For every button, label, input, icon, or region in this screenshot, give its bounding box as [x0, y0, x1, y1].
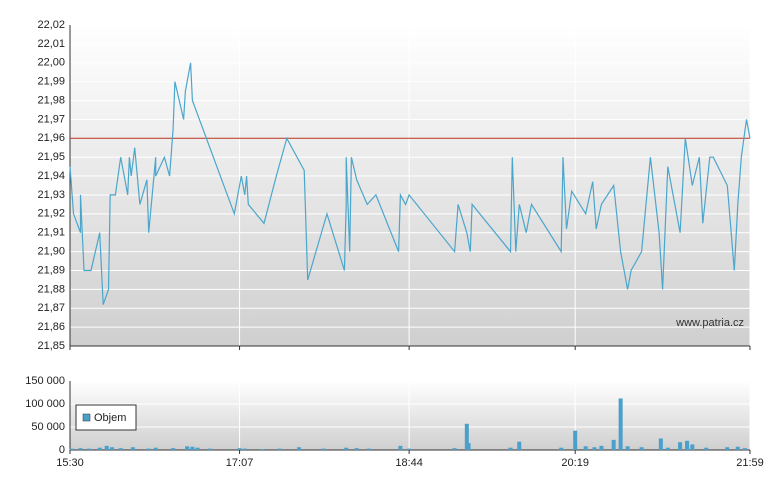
volume-bar	[118, 448, 123, 450]
y-tick-label: 21,92	[37, 208, 65, 220]
volume-bar	[573, 430, 578, 450]
x-tick-label: 18:44	[395, 457, 423, 469]
volume-bar	[78, 448, 83, 450]
volume-bar	[242, 448, 247, 450]
volume-bar	[87, 448, 92, 450]
volume-bar	[366, 448, 371, 450]
y-tick-label: 100 000	[25, 398, 65, 410]
volume-bar	[104, 445, 109, 450]
y-tick-label: 21,86	[37, 321, 65, 333]
y-tick-label: 21,99	[37, 76, 65, 88]
volume-bar	[296, 447, 301, 450]
volume-bar	[344, 447, 349, 450]
volume-bar	[153, 447, 158, 450]
volume-bar	[658, 438, 663, 450]
volume-bar	[690, 444, 695, 450]
volume-bar	[109, 447, 114, 450]
volume-bar	[207, 448, 212, 450]
y-tick-label: 22,02	[37, 19, 65, 31]
x-tick-label: 15:30	[56, 457, 84, 469]
y-tick-label: 21,91	[37, 227, 65, 239]
volume-bar	[452, 448, 457, 450]
volume-bar	[171, 448, 176, 450]
y-tick-label: 21,97	[37, 113, 65, 125]
y-tick-label: 21,87	[37, 302, 65, 314]
x-tick-label: 21:59	[736, 457, 764, 469]
y-tick-label: 21,96	[37, 132, 65, 144]
volume-bar	[130, 447, 135, 450]
x-tick-label: 17:07	[226, 457, 254, 469]
volume-bar	[69, 448, 74, 450]
volume-bar	[592, 447, 597, 450]
y-tick-label: 150 000	[25, 375, 65, 387]
volume-bar	[665, 447, 670, 450]
y-tick-label: 50 000	[31, 421, 65, 433]
watermark: www.patria.cz	[675, 317, 744, 329]
volume-bar	[725, 447, 730, 450]
y-tick-label: 21,98	[37, 94, 65, 106]
x-tick-label: 20:19	[561, 457, 589, 469]
volume-bar	[625, 446, 630, 450]
volume-bar	[321, 448, 326, 450]
volume-bar	[517, 441, 522, 450]
y-tick-label: 21,93	[37, 189, 65, 201]
volume-bar	[97, 447, 102, 450]
volume-bar	[742, 448, 747, 450]
volume-bar	[260, 449, 265, 450]
legend-swatch	[82, 413, 91, 422]
volume-bar	[185, 446, 190, 450]
volume-bar	[618, 398, 623, 450]
price-line	[69, 62, 751, 305]
y-tick-label: 21,95	[37, 151, 65, 163]
volume-bar	[237, 448, 242, 450]
volume-bar	[195, 447, 200, 450]
volume-bar	[639, 447, 644, 450]
y-tick-label: 0	[59, 444, 65, 456]
volume-bar	[599, 445, 604, 450]
volume-bar	[190, 446, 195, 450]
volume-bar	[146, 448, 151, 450]
legend-label: Objem	[94, 412, 126, 424]
volume-bar	[583, 446, 588, 450]
volume-bar	[678, 442, 683, 450]
y-tick-label: 21,89	[37, 264, 65, 276]
y-tick-label: 21,88	[37, 283, 65, 295]
y-tick-label: 21,85	[37, 340, 65, 352]
volume-bar	[464, 423, 469, 450]
volume-bar	[466, 443, 471, 450]
volume-bar	[685, 440, 690, 450]
volume-bar	[611, 439, 616, 450]
price-plot-area	[70, 25, 750, 346]
volume-bar	[704, 447, 709, 450]
y-tick-label: 21,94	[37, 170, 65, 182]
y-tick-label: 22,00	[37, 57, 65, 69]
volume-bar	[277, 448, 282, 450]
volume-bar	[735, 446, 740, 450]
volume-bar	[354, 448, 359, 450]
y-tick-label: 22,01	[37, 38, 65, 50]
volume-bar	[508, 447, 513, 450]
volume-plot-area	[70, 381, 750, 450]
volume-bar	[559, 447, 564, 450]
y-tick-label: 21,90	[37, 245, 65, 257]
volume-bar	[407, 448, 412, 450]
volume-bar	[398, 445, 403, 450]
